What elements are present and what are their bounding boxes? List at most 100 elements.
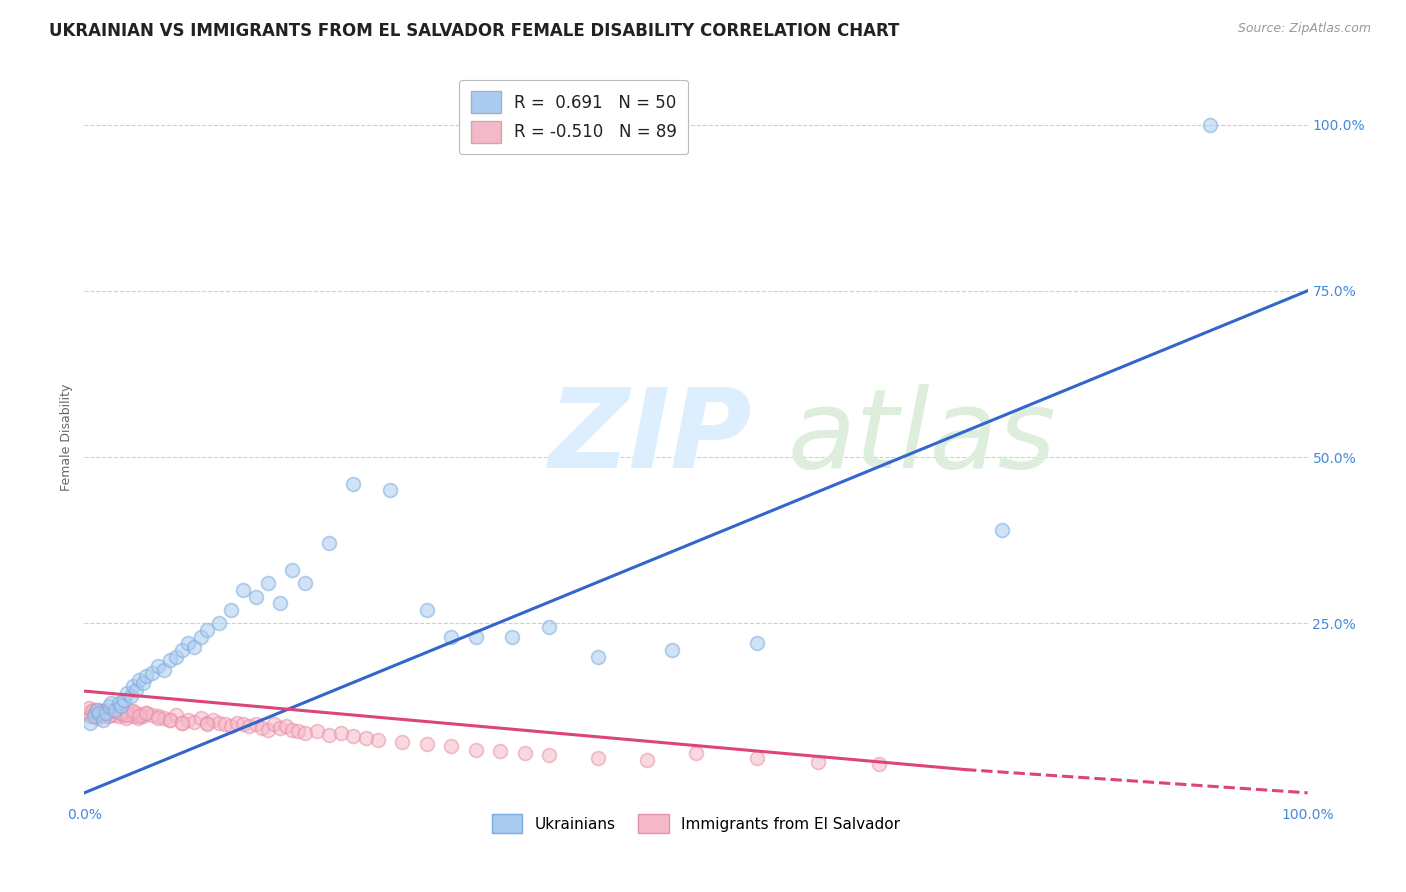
Point — [96, 706, 118, 720]
Point — [250, 722, 273, 736]
Point — [153, 711, 176, 725]
Point — [104, 703, 127, 717]
Point — [305, 723, 328, 738]
Point — [201, 713, 224, 727]
Point — [141, 708, 163, 723]
Point — [747, 750, 769, 764]
Point — [513, 746, 536, 760]
Point — [416, 737, 439, 751]
Point — [226, 716, 249, 731]
Point — [416, 603, 439, 617]
Point — [127, 711, 149, 725]
Point — [367, 732, 389, 747]
Point — [129, 708, 152, 723]
Point — [159, 713, 181, 727]
Point — [107, 696, 129, 710]
Point — [135, 669, 157, 683]
Point — [177, 636, 200, 650]
Point — [238, 719, 260, 733]
Point — [132, 709, 155, 723]
Point — [464, 630, 486, 644]
Point — [87, 703, 110, 717]
Point — [132, 676, 155, 690]
Point — [245, 717, 267, 731]
Point — [586, 750, 609, 764]
Point — [489, 744, 512, 758]
Text: ZIP: ZIP — [550, 384, 752, 491]
Point — [104, 704, 127, 718]
Point — [103, 708, 125, 723]
Point — [807, 755, 830, 769]
Point — [208, 616, 231, 631]
Point — [128, 709, 150, 723]
Point — [91, 713, 114, 727]
Point — [342, 476, 364, 491]
Point — [195, 716, 218, 731]
Point — [391, 734, 413, 748]
Point — [93, 706, 115, 720]
Point — [172, 716, 194, 731]
Point — [77, 701, 100, 715]
Point — [112, 708, 135, 723]
Point — [685, 746, 707, 760]
Point — [232, 717, 254, 731]
Point — [195, 623, 218, 637]
Point — [141, 666, 163, 681]
Point — [122, 709, 145, 723]
Point — [869, 757, 891, 772]
Point — [172, 643, 194, 657]
Point — [115, 711, 138, 725]
Point — [159, 713, 181, 727]
Point — [294, 576, 316, 591]
Point — [112, 692, 135, 706]
Point — [330, 726, 353, 740]
Point — [83, 709, 105, 723]
Point — [122, 680, 145, 694]
Point — [538, 747, 561, 762]
Text: Source: ZipAtlas.com: Source: ZipAtlas.com — [1237, 22, 1371, 36]
Point — [105, 704, 128, 718]
Point — [1198, 118, 1220, 132]
Point — [183, 714, 205, 729]
Point — [125, 706, 148, 720]
Point — [115, 708, 138, 723]
Point — [122, 704, 145, 718]
Point — [245, 590, 267, 604]
Point — [165, 649, 187, 664]
Point — [120, 690, 142, 704]
Point — [281, 723, 304, 737]
Point — [219, 603, 242, 617]
Point — [354, 731, 377, 745]
Point — [110, 706, 132, 720]
Point — [120, 704, 142, 718]
Point — [342, 729, 364, 743]
Y-axis label: Female Disability: Female Disability — [60, 384, 73, 491]
Point — [747, 636, 769, 650]
Point — [100, 696, 122, 710]
Point — [183, 640, 205, 654]
Point — [257, 723, 280, 737]
Point — [159, 653, 181, 667]
Legend: Ukrainians, Immigrants from El Salvador: Ukrainians, Immigrants from El Salvador — [485, 808, 907, 839]
Point — [97, 699, 120, 714]
Point — [208, 716, 231, 731]
Point — [232, 582, 254, 597]
Point — [79, 716, 101, 731]
Point — [195, 717, 218, 731]
Point — [100, 706, 122, 720]
Point — [90, 704, 112, 718]
Point — [80, 704, 103, 718]
Point — [117, 706, 139, 720]
Point — [128, 673, 150, 687]
Point — [97, 709, 120, 723]
Point — [190, 630, 212, 644]
Point — [287, 723, 309, 738]
Point — [636, 753, 658, 767]
Point — [219, 719, 242, 733]
Point — [214, 717, 236, 731]
Point — [83, 706, 105, 720]
Text: atlas: atlas — [787, 384, 1056, 491]
Point — [77, 706, 100, 720]
Point — [135, 706, 157, 720]
Point — [318, 536, 340, 550]
